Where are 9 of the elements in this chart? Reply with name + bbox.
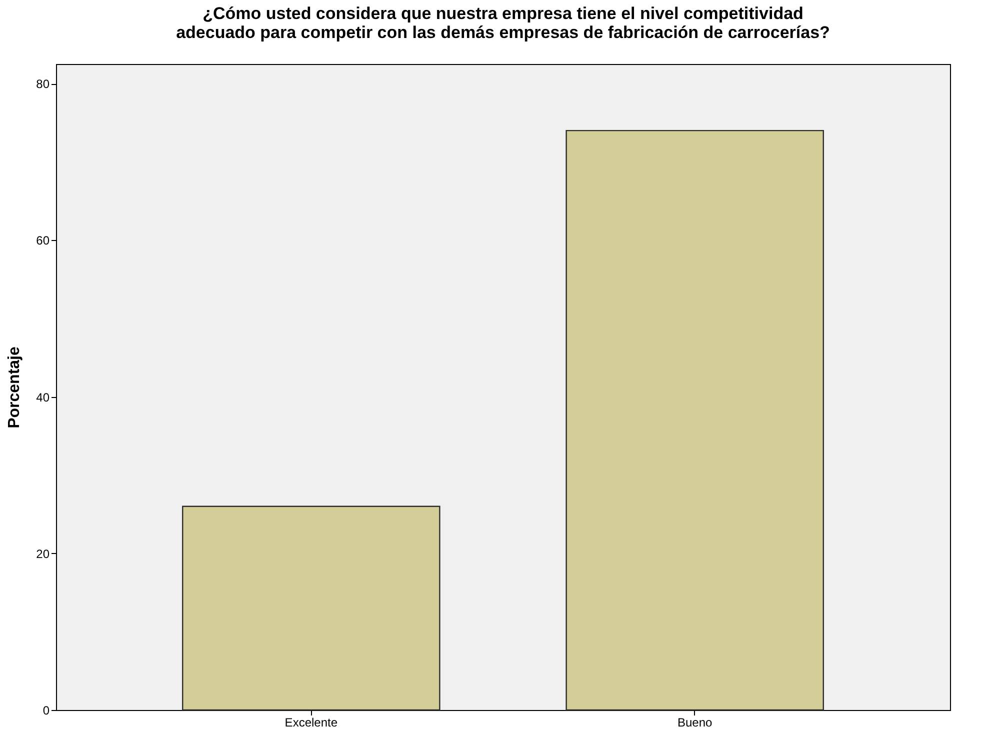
y-tick-label: 0 <box>42 704 50 718</box>
y-tick-label: 80 <box>36 77 50 92</box>
chart-title: ¿Cómo usted considera que nuestra empresa tiene el nivel competitividad adecuado para competir con las demás empresas de fabricación de carrocerías? <box>176 4 830 42</box>
x-tick-label: Excelente <box>284 716 338 730</box>
y-tick-label: 20 <box>36 546 50 561</box>
y-tick-label: 40 <box>36 390 50 404</box>
y-tick-label: 60 <box>36 234 50 248</box>
x-tick-label: Bueno <box>677 716 713 730</box>
y-axis-title: Porcentaje <box>6 346 24 428</box>
